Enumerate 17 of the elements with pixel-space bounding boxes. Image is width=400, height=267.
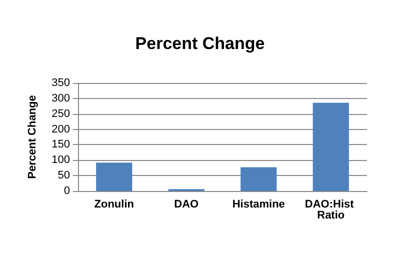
y-axis-title: Percent Change bbox=[26, 95, 38, 179]
y-tick-label: 150 bbox=[52, 138, 70, 151]
y-tick-label: 300 bbox=[52, 92, 70, 104]
bar bbox=[240, 167, 277, 191]
y-tick-label: 250 bbox=[52, 108, 70, 120]
y-tick-label: 200 bbox=[52, 123, 70, 136]
y-tick-label: 0 bbox=[64, 185, 70, 197]
y-tick-label: 100 bbox=[52, 154, 70, 166]
x-tick-label: Histamine bbox=[232, 198, 285, 210]
bar bbox=[312, 102, 349, 191]
y-tick-label: 50 bbox=[58, 170, 70, 182]
x-tick-label: DAO bbox=[174, 198, 200, 210]
bar bbox=[96, 162, 132, 191]
x-tick-label: Zonulin bbox=[94, 198, 134, 210]
chart-title: Percent Change bbox=[135, 34, 265, 53]
x-tick-label: DAO:Hist Ratio bbox=[304, 198, 357, 222]
y-tick-label: 350 bbox=[52, 77, 70, 89]
